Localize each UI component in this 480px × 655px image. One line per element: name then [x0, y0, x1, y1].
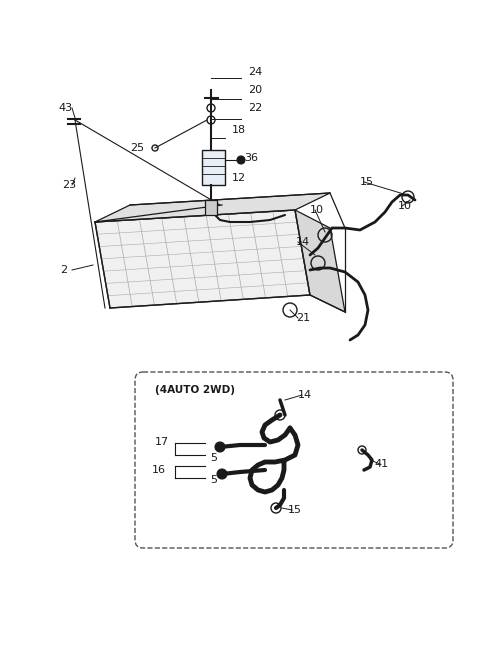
Text: 36: 36	[244, 153, 258, 163]
Text: 2: 2	[60, 265, 67, 275]
Text: 15: 15	[288, 505, 302, 515]
Text: 16: 16	[152, 465, 166, 475]
Polygon shape	[95, 210, 310, 308]
Bar	[202, 150, 225, 185]
Bar	[205, 200, 217, 215]
Text: 17: 17	[155, 437, 169, 447]
Text: 14: 14	[298, 390, 312, 400]
Circle shape	[237, 156, 245, 164]
Text: 5: 5	[210, 453, 217, 463]
Text: 23: 23	[62, 180, 76, 190]
Text: 10: 10	[398, 201, 412, 211]
Circle shape	[215, 442, 225, 452]
Polygon shape	[295, 210, 345, 312]
Text: 5: 5	[210, 475, 217, 485]
Text: 12: 12	[232, 173, 246, 183]
Text: 20: 20	[248, 85, 262, 95]
Text: 22: 22	[248, 103, 262, 113]
Text: 10: 10	[310, 205, 324, 215]
Text: 14: 14	[296, 237, 310, 247]
Circle shape	[217, 469, 227, 479]
Polygon shape	[95, 193, 330, 222]
Text: 21: 21	[296, 313, 310, 323]
Text: (4AUTO 2WD): (4AUTO 2WD)	[155, 385, 235, 395]
Text: 15: 15	[360, 177, 374, 187]
Text: 24: 24	[248, 67, 262, 77]
Text: 43: 43	[58, 103, 72, 113]
Text: 18: 18	[232, 125, 246, 135]
Text: 25: 25	[130, 143, 144, 153]
Text: 41: 41	[374, 459, 388, 469]
